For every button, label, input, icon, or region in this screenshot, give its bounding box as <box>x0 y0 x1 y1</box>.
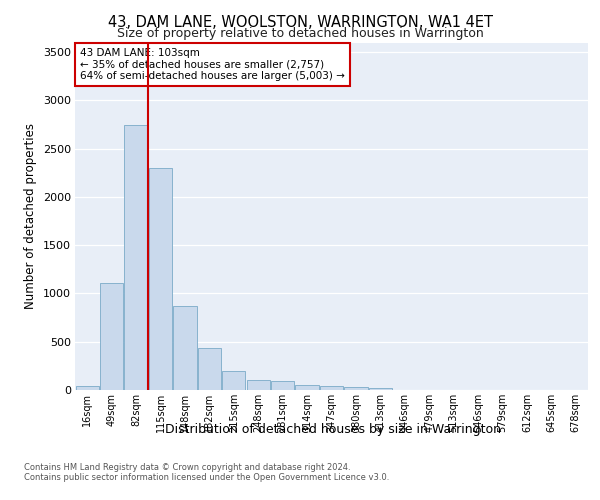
Bar <box>247 380 270 390</box>
Bar <box>124 125 148 390</box>
Bar <box>271 382 294 390</box>
Bar <box>173 306 197 390</box>
Bar <box>100 284 123 390</box>
Bar <box>76 386 99 390</box>
Y-axis label: Number of detached properties: Number of detached properties <box>24 123 37 309</box>
Bar <box>295 385 319 390</box>
Bar <box>149 168 172 390</box>
Text: Distribution of detached houses by size in Warrington: Distribution of detached houses by size … <box>165 422 501 436</box>
Text: 43 DAM LANE: 103sqm
← 35% of detached houses are smaller (2,757)
64% of semi-det: 43 DAM LANE: 103sqm ← 35% of detached ho… <box>80 48 345 81</box>
Bar <box>198 348 221 390</box>
Bar <box>222 371 245 390</box>
Text: 43, DAM LANE, WOOLSTON, WARRINGTON, WA1 4ET: 43, DAM LANE, WOOLSTON, WARRINGTON, WA1 … <box>107 15 493 30</box>
Text: Contains HM Land Registry data © Crown copyright and database right 2024.
Contai: Contains HM Land Registry data © Crown c… <box>24 462 389 482</box>
Text: Size of property relative to detached houses in Warrington: Size of property relative to detached ho… <box>116 28 484 40</box>
Bar <box>320 386 343 390</box>
Bar <box>344 387 368 390</box>
Bar <box>369 388 392 390</box>
